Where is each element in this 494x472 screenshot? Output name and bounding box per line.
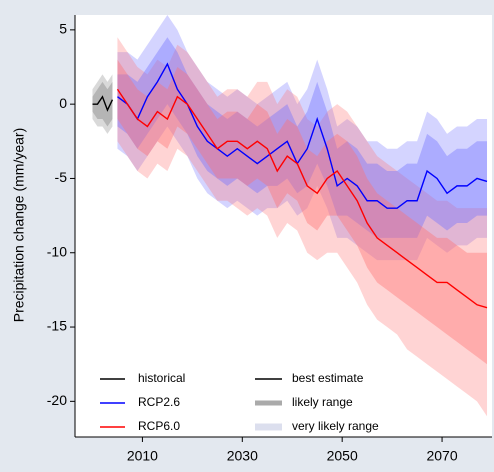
bands — [92, 15, 488, 417]
y-tick-label: 0 — [59, 95, 67, 111]
very-likely-band — [117, 15, 488, 261]
likely-band — [117, 59, 488, 365]
legend-label: RCP6.0 — [138, 419, 180, 433]
legend: historical RCP2.6 RCP6.0 best estimate likel… — [88, 366, 398, 436]
legend-box — [88, 366, 398, 436]
legend-style-label: best estimate — [292, 371, 364, 385]
series-line — [116, 88, 488, 309]
y-axis-label: Precipitation change (mm/year) — [11, 128, 27, 323]
y-tick-label: -15 — [47, 318, 67, 334]
legend-label: RCP2.6 — [138, 395, 180, 409]
x-tick-label: 2050 — [327, 448, 358, 464]
series-line — [92, 95, 114, 112]
lines — [92, 62, 488, 309]
likely-band — [117, 37, 488, 238]
y-tick-label: 5 — [59, 21, 67, 37]
x-tick-label: 2030 — [227, 448, 258, 464]
x-tick-label: 2010 — [127, 448, 158, 464]
likely-band — [92, 81, 113, 127]
legend-label: historical — [138, 371, 185, 385]
y-tick-label: -10 — [47, 243, 67, 259]
x-tick-label: 2070 — [426, 448, 457, 464]
y-tick-label: -5 — [55, 169, 68, 185]
series-line — [117, 62, 488, 209]
y-tick-label: -20 — [47, 392, 67, 408]
legend-style-label: very likely range — [292, 419, 379, 433]
very-likely-band — [92, 74, 113, 134]
very-likely-band — [117, 37, 488, 417]
legend-style-label: likely range — [292, 395, 353, 409]
